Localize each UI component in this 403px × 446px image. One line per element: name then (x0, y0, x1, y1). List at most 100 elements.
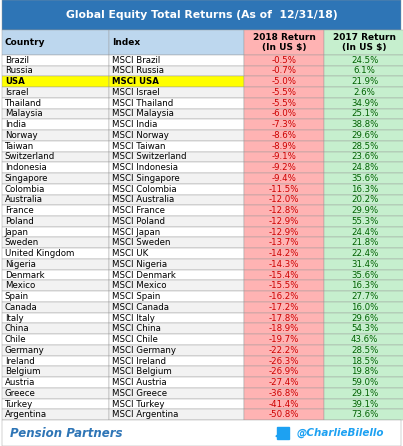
Text: -7.3%: -7.3% (272, 120, 297, 129)
Bar (109, 388, 244, 399)
Bar (324, 355, 403, 367)
Text: MSCI Singapore: MSCI Singapore (112, 174, 179, 183)
Text: Greece: Greece (5, 389, 36, 398)
Text: Mexico: Mexico (5, 281, 35, 290)
Text: 16.3%: 16.3% (351, 185, 378, 194)
Text: MSCI Denmark: MSCI Denmark (112, 271, 175, 280)
Bar (244, 291, 324, 302)
Text: 43.6%: 43.6% (351, 335, 378, 344)
Text: MSCI Malaysia: MSCI Malaysia (112, 109, 174, 119)
Text: 38.8%: 38.8% (351, 120, 378, 129)
Text: MSCI Brazil: MSCI Brazil (112, 56, 160, 65)
Text: Pension Partners: Pension Partners (10, 426, 123, 440)
Bar (244, 98, 324, 108)
Bar (324, 108, 403, 120)
Bar (324, 281, 403, 291)
Bar (324, 76, 403, 87)
Text: 16.3%: 16.3% (351, 281, 378, 290)
Bar (324, 184, 403, 194)
Bar (244, 120, 324, 130)
Text: -5.0%: -5.0% (272, 77, 297, 86)
Text: Denmark: Denmark (5, 271, 44, 280)
Text: MSCI Nigeria: MSCI Nigeria (112, 260, 167, 269)
Text: -15.4%: -15.4% (269, 271, 299, 280)
Text: Nigeria: Nigeria (5, 260, 36, 269)
Text: -19.7%: -19.7% (269, 335, 299, 344)
Text: 31.4%: 31.4% (351, 260, 378, 269)
Bar (324, 87, 403, 98)
Text: -22.2%: -22.2% (269, 346, 299, 355)
Bar (109, 355, 244, 367)
Bar (324, 98, 403, 108)
Text: MSCI Austria: MSCI Austria (112, 378, 166, 387)
Bar (324, 66, 403, 76)
Bar (109, 323, 244, 334)
Text: 34.9%: 34.9% (351, 99, 378, 107)
Bar (2, 313, 109, 323)
Text: -17.8%: -17.8% (269, 314, 299, 322)
Text: -9.2%: -9.2% (272, 163, 297, 172)
Text: MSCI USA: MSCI USA (112, 77, 158, 86)
Text: Norway: Norway (5, 131, 37, 140)
Bar (2, 130, 109, 141)
Bar (244, 355, 324, 367)
Text: Taiwan: Taiwan (5, 142, 34, 151)
Bar (324, 270, 403, 281)
Text: MSCI Thailand: MSCI Thailand (112, 99, 173, 107)
Bar (2, 259, 109, 270)
Bar (109, 87, 244, 98)
Bar (2, 270, 109, 281)
Bar (109, 238, 244, 248)
Bar (2, 399, 109, 409)
Bar (109, 205, 244, 216)
Bar (244, 216, 324, 227)
Bar (244, 173, 324, 184)
Text: MSCI Mexico: MSCI Mexico (112, 281, 166, 290)
Text: -11.5%: -11.5% (269, 185, 299, 194)
Bar (324, 141, 403, 152)
Text: MSCI Italy: MSCI Italy (112, 314, 154, 322)
Text: Country: Country (5, 38, 45, 47)
Text: USA: USA (5, 77, 25, 86)
Bar (324, 227, 403, 238)
Bar (244, 270, 324, 281)
Bar (109, 66, 244, 76)
Text: Spain: Spain (5, 292, 29, 301)
Bar (2, 388, 109, 399)
Text: 25.1%: 25.1% (351, 109, 378, 119)
Bar (244, 141, 324, 152)
Bar (324, 238, 403, 248)
Text: MSCI China: MSCI China (112, 324, 160, 333)
Text: 18.5%: 18.5% (351, 356, 378, 366)
Bar (324, 388, 403, 399)
Bar (109, 377, 244, 388)
Text: 35.6%: 35.6% (351, 174, 378, 183)
Bar (2, 367, 109, 377)
Text: 28.5%: 28.5% (351, 142, 378, 151)
Text: 27.7%: 27.7% (351, 292, 378, 301)
Text: 29.6%: 29.6% (351, 131, 378, 140)
Bar (244, 87, 324, 98)
Text: 54.3%: 54.3% (351, 324, 378, 333)
Text: -15.5%: -15.5% (269, 281, 299, 290)
Bar (324, 377, 403, 388)
Text: -14.2%: -14.2% (269, 249, 299, 258)
Text: -18.9%: -18.9% (269, 324, 299, 333)
Bar (2, 420, 401, 446)
Bar (2, 141, 109, 152)
Bar (324, 205, 403, 216)
Bar (2, 345, 109, 355)
Bar (109, 259, 244, 270)
Text: 24.8%: 24.8% (351, 163, 378, 172)
Bar (244, 302, 324, 313)
Bar (2, 30, 109, 55)
Text: MSCI Australia: MSCI Australia (112, 195, 174, 204)
Bar (244, 399, 324, 409)
Text: 19.8%: 19.8% (351, 368, 378, 376)
Bar (109, 76, 244, 87)
Text: Brazil: Brazil (5, 56, 29, 65)
Bar (324, 120, 403, 130)
Text: 35.6%: 35.6% (351, 271, 378, 280)
Text: 29.9%: 29.9% (351, 206, 378, 215)
Text: India: India (5, 120, 26, 129)
